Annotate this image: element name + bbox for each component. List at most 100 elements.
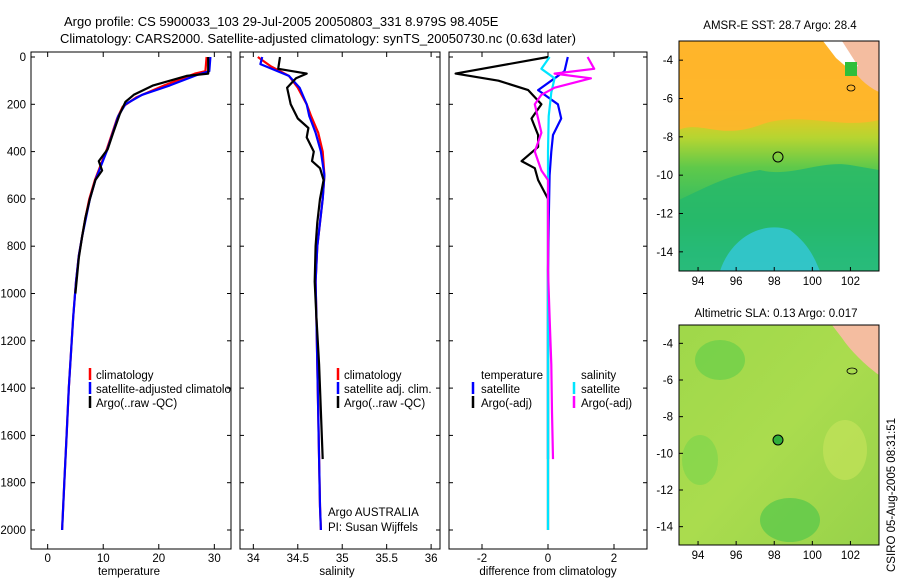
map-x-tick-label: 94 — [692, 550, 705, 562]
sla-map-title: Altimetric SLA: 0.13 Argo: 0.017 — [694, 308, 857, 320]
map-y-tick-label: -6 — [663, 375, 673, 387]
x-tick-label: -2 — [477, 553, 487, 565]
y-tick-label: 1800 — [0, 478, 26, 490]
difference-series — [454, 55, 596, 530]
x-tick-label: 30 — [208, 553, 221, 565]
sla-land-sumatra — [832, 325, 879, 375]
sst-cyan-patch — [720, 227, 820, 271]
salinity-panel: 34 34.5 35 35.5 36 salinity climatology sate… — [239, 51, 441, 578]
map-x-tick-label: 98 — [768, 276, 781, 288]
y-tick-label: 1200 — [0, 336, 26, 348]
legend-label-climatology: climatology — [96, 370, 154, 382]
sst-land-sumatra — [842, 41, 879, 92]
legend-label-temp-argo: Argo(-adj) — [481, 398, 532, 410]
y-tick-label: 0 — [20, 52, 26, 64]
difference-legend: temperature satellite Argo(-adj) salinit… — [471, 370, 632, 410]
map-y-tick-label: -14 — [656, 247, 673, 259]
temperature-series — [61, 56, 212, 531]
float-owner-label: Argo AUSTRALIA — [328, 507, 419, 519]
figure-title-line2: Climatology: CARS2000. Satellite-adjuste… — [60, 31, 576, 46]
legend-title-temperature: temperature — [481, 370, 543, 382]
series-line-salinity-argo-adj- — [533, 56, 596, 460]
series-line-climatology — [61, 56, 208, 531]
map-x-tick-label: 100 — [803, 550, 822, 562]
legend-label-clim: climatology — [344, 370, 402, 382]
x-tick-label: 20 — [152, 553, 165, 565]
series-line-satellite-adjusted-climatology — [61, 56, 212, 531]
legend-title-salinity: salinity — [581, 370, 616, 382]
map-x-tick-label: 96 — [730, 276, 743, 288]
map-y-tick-label: -14 — [656, 522, 673, 534]
map-y-tick-label: -6 — [663, 94, 673, 106]
difference-panel: -2 0 2 difference from climatology tempera… — [448, 51, 648, 578]
legend-label-sat-adj: satellite adj. clim. — [344, 384, 432, 396]
x-tick-label: 0 — [44, 553, 50, 565]
map-y-tick-label: -8 — [663, 132, 673, 144]
sst-map-title: AMSR-E SST: 28.7 Argo: 28.4 — [703, 20, 857, 32]
map-y-tick-label: -10 — [656, 170, 673, 182]
x-tick-label: 10 — [97, 553, 110, 565]
temperature-axes-frame — [30, 51, 232, 550]
map-x-tick-label: 102 — [841, 276, 860, 288]
series-line-temperature-argo-adj- — [454, 55, 550, 530]
y-tick-label: 400 — [7, 147, 26, 159]
sla-blob-3 — [823, 420, 867, 480]
map-y-tick-label: -4 — [663, 338, 674, 350]
sla-argo-marker — [772, 434, 784, 446]
salinity-xlabel: salinity — [319, 566, 354, 578]
series-line-temperature-satellite — [536, 56, 569, 460]
temperature-x-axis: 0 10 20 30 — [44, 52, 221, 565]
sst-map-frame — [678, 40, 880, 272]
salinity-axes-frame — [239, 51, 441, 550]
x-tick-label: 35.5 — [375, 553, 397, 565]
temperature-xlabel: temperature — [98, 566, 160, 578]
map-y-tick-label: -12 — [656, 485, 673, 497]
x-tick-label: 36 — [425, 553, 438, 565]
y-tick-label: 200 — [7, 99, 26, 111]
map-x-tick-label: 100 — [803, 276, 822, 288]
sst-map: AMSR-E SST: 28.7 Argo: 28.4 94 96 98 100 102… — [656, 20, 880, 288]
map-x-tick-label: 98 — [768, 550, 781, 562]
depth-axis: 0 200 400 600 800 1000 1200 1400 1600 1800 2000 — [0, 52, 647, 537]
sst-argo-marker — [772, 151, 784, 163]
sla-contour — [846, 367, 858, 375]
x-tick-label: 2 — [611, 553, 617, 565]
sst-warm-patch — [679, 41, 879, 131]
figure-title-line1: Argo profile: CS 5900033_103 29-Jul-2005… — [64, 14, 499, 29]
y-tick-label: 1600 — [0, 430, 26, 442]
series-line-satellite-adj-clim- — [259, 56, 326, 531]
difference-xlabel: difference from climatology — [479, 566, 616, 578]
y-tick-label: 1400 — [0, 383, 26, 395]
sla-blob-1 — [695, 340, 745, 380]
x-tick-label: 35 — [336, 553, 349, 565]
legend-label-sal-satellite: satellite — [581, 384, 620, 396]
legend-label-temp-satellite: satellite — [481, 384, 520, 396]
map-x-tick-label: 96 — [730, 550, 743, 562]
y-tick-label: 2000 — [0, 525, 26, 537]
series-line-argo-raw-qc- — [74, 57, 210, 294]
map-y-tick-label: -10 — [656, 448, 673, 460]
legend-label-sal-argo: Argo(-adj) — [581, 398, 632, 410]
sst-green-spot — [845, 62, 857, 76]
map-x-tick-label: 102 — [841, 550, 860, 562]
sla-map-frame — [678, 324, 880, 546]
x-tick-label: 34 — [247, 553, 260, 565]
csiro-timestamp: CSIRO 05-Aug-2005 08:31:51 — [886, 418, 898, 572]
sla-blob-2 — [760, 498, 820, 542]
x-tick-label: 34.5 — [287, 553, 309, 565]
y-tick-label: 800 — [7, 241, 26, 253]
series-line-argo-raw-qc- — [277, 56, 325, 460]
legend-label-argo-raw: Argo(..raw -QC) — [344, 398, 425, 410]
salinity-series — [257, 56, 326, 531]
sla-blob-4 — [682, 435, 718, 485]
sla-map-axes: 94 96 98 100 102 -4 -6 -8 -10 -12 -14 — [656, 338, 860, 562]
x-tick-label: 0 — [545, 553, 551, 565]
salinity-x-axis: 34 34.5 35 35.5 36 — [247, 52, 438, 565]
map-y-tick-label: -12 — [656, 209, 673, 221]
sla-map: Altimetric SLA: 0.13 Argo: 0.017 94 96 98 1… — [656, 308, 880, 562]
pi-label: PI: Susan Wijffels — [328, 522, 418, 534]
legend-label-argo: Argo(..raw -QC) — [96, 398, 177, 410]
map-y-tick-label: -8 — [663, 412, 673, 424]
sst-map-axes: 94 96 98 100 102 -4 -6 -8 -10 -12 -14 — [656, 55, 860, 288]
